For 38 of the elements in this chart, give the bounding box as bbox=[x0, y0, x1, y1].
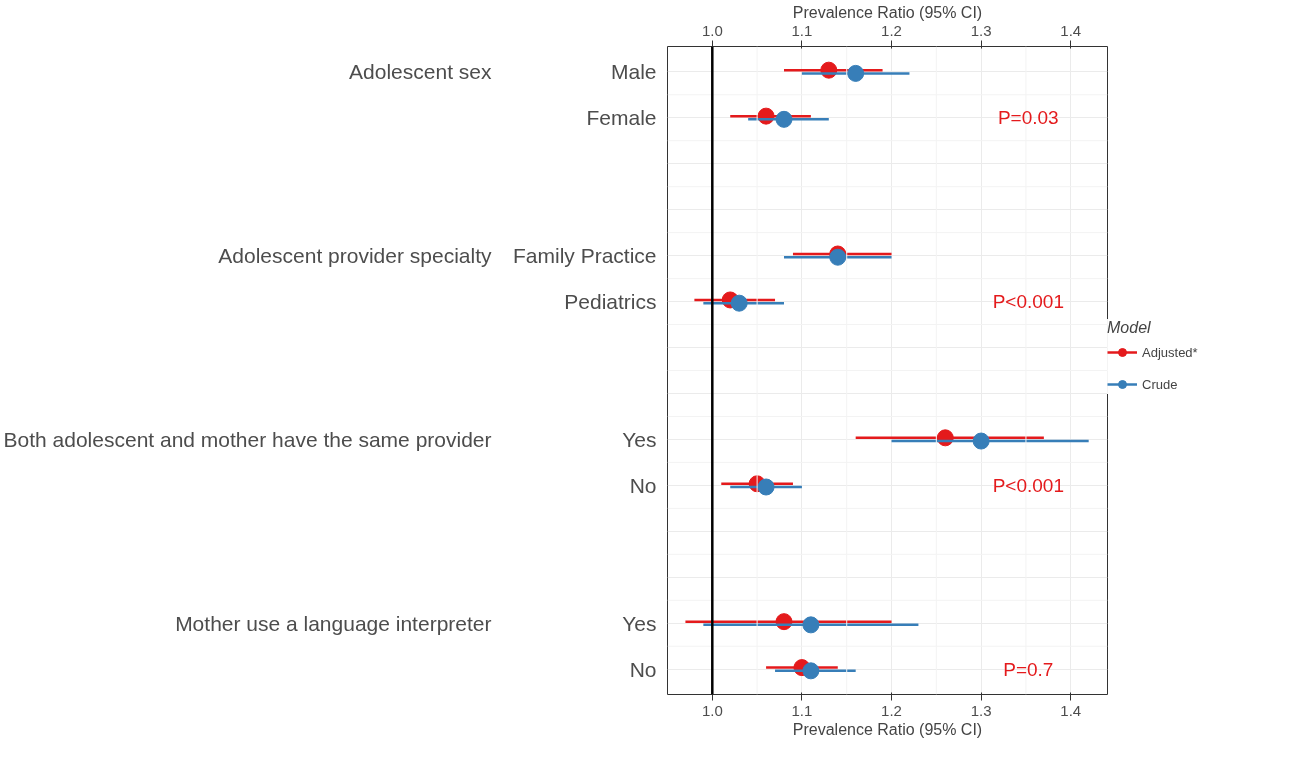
annotation: P=0.7 bbox=[1003, 658, 1054, 680]
y-tick-label: No bbox=[629, 657, 657, 681]
legend-title: Model bbox=[1107, 319, 1152, 337]
y-tick-label: Yes bbox=[622, 427, 657, 451]
x2-tick-label: 1.2 bbox=[881, 21, 902, 39]
text: Adolescent sex bbox=[349, 60, 492, 84]
text: Both adolescent and mother have the same provider bbox=[3, 427, 492, 451]
x-tick-label: 1.4 bbox=[1060, 701, 1082, 719]
annotation: P=0.03 bbox=[997, 107, 1059, 129]
x-tick-label: 1.3 bbox=[970, 701, 992, 719]
point bbox=[972, 432, 990, 450]
text: Adolescent provider specialty bbox=[218, 244, 492, 268]
y-tick-label: Yes bbox=[622, 611, 657, 635]
point bbox=[802, 662, 820, 680]
point bbox=[847, 64, 865, 82]
x-tick-label: 1.1 bbox=[791, 701, 813, 719]
text: Mother use a language interpreter bbox=[175, 611, 492, 635]
y-tick-label: Female bbox=[586, 106, 657, 130]
point bbox=[775, 110, 793, 128]
x-tick-label: 1.0 bbox=[701, 701, 723, 719]
x-tick-label: 1.2 bbox=[881, 701, 902, 719]
legend-label: Adjusted* bbox=[1142, 344, 1198, 360]
x2-tick-label: 1.4 bbox=[1060, 21, 1082, 39]
point bbox=[757, 478, 775, 496]
x2-tick-label: 1.3 bbox=[970, 21, 992, 39]
point bbox=[802, 616, 820, 634]
x2-tick-label: 1.0 bbox=[701, 21, 723, 39]
x2-axis-title: Prevalence Ratio (95% CI) bbox=[792, 3, 983, 21]
annotation: P<0.001 bbox=[992, 291, 1064, 313]
y-tick-label: No bbox=[629, 473, 657, 497]
x-axis-title: Prevalence Ratio (95% CI) bbox=[792, 720, 983, 738]
x2-tick-label: 1.1 bbox=[791, 21, 813, 39]
y-tick-label: Pediatrics bbox=[564, 290, 657, 314]
y-tick-label: Family Practice bbox=[512, 244, 657, 268]
legend-label: Crude bbox=[1142, 376, 1178, 392]
annotation: P<0.001 bbox=[992, 474, 1064, 496]
y-tick-label: Male bbox=[610, 60, 657, 84]
point bbox=[730, 294, 748, 312]
